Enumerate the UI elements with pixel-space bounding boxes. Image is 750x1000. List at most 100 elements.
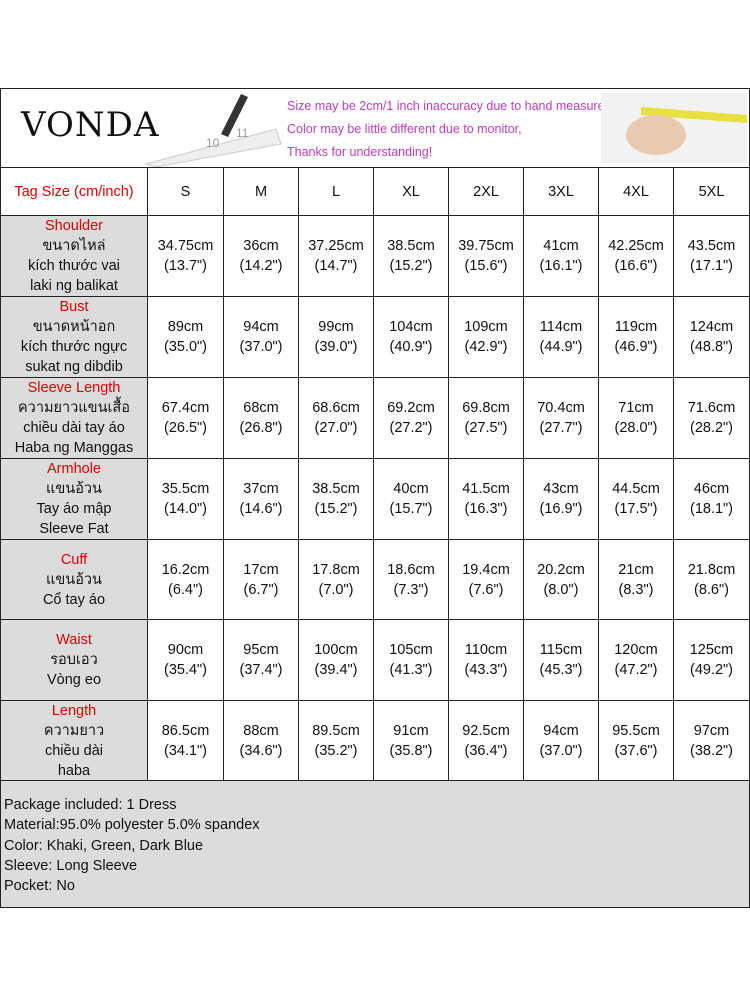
- cm-value: 37.25cm: [308, 238, 364, 254]
- size-cell: 43cm (16.9"): [524, 459, 599, 540]
- inch-value: (16.3"): [464, 501, 508, 517]
- cm-value: 18.6cm: [387, 561, 435, 578]
- size-cell: 71cm (28.0"): [599, 378, 674, 459]
- logo: VONDA: [21, 105, 160, 145]
- inch-value: (15.2"): [389, 258, 433, 274]
- size-cell: 94cm (37.0"): [524, 701, 599, 781]
- footer-line: Material:95.0% polyester 5.0% spandex: [4, 817, 260, 834]
- size-cell: 119cm (46.9"): [599, 297, 674, 378]
- cm-value: 38.5cm: [387, 238, 435, 254]
- translation: Vòng eo: [46, 672, 102, 688]
- inch-value: (27.2"): [389, 420, 433, 436]
- size-cell: 38.5cm (15.2"): [374, 216, 449, 297]
- inch-value: (7.6"): [468, 581, 504, 598]
- inch-value: (16.6"): [614, 258, 658, 274]
- row-label: Length ความยาว chiều dài haba: [1, 701, 148, 781]
- size-header: L: [299, 168, 374, 216]
- cm-value: 67.4cm: [161, 400, 210, 416]
- translation: kích thước vai: [28, 258, 120, 274]
- size-header: 2XL: [449, 168, 524, 216]
- cm-value: 20.2cm: [537, 561, 585, 578]
- size-cell: 95cm (37.4"): [224, 620, 299, 701]
- size-cell: 125cm (49.2"): [674, 620, 749, 701]
- cm-value: 88cm: [243, 722, 279, 739]
- inch-value: (35.8"): [389, 742, 433, 759]
- translation: haba: [57, 762, 91, 779]
- inch-value: (37.6"): [614, 742, 658, 759]
- size-cell: 70.4cm (27.7"): [524, 378, 599, 459]
- translation: Sleeve Fat: [39, 521, 109, 537]
- inch-value: (44.9"): [539, 339, 583, 355]
- cm-value: 97cm: [693, 722, 730, 739]
- size-cell: 94cm (37.0"): [224, 297, 299, 378]
- size-cell: 43.5cm (17.1"): [674, 216, 749, 297]
- size-header: M: [224, 168, 299, 216]
- inch-value: (47.2"): [614, 662, 658, 678]
- cm-value: 37cm: [243, 481, 279, 497]
- size-cell: 69.8cm (27.5"): [449, 378, 524, 459]
- size-cell: 69.2cm (27.2"): [374, 378, 449, 459]
- cm-value: 71cm: [618, 400, 654, 416]
- cm-value: 41.5cm: [462, 481, 510, 497]
- cm-value: 68cm: [243, 400, 279, 416]
- inch-value: (35.4"): [163, 662, 208, 678]
- cm-value: 21cm: [618, 561, 654, 578]
- inch-value: (35.0"): [163, 339, 208, 355]
- footer-line: Sleeve: Long Sleeve: [4, 857, 138, 874]
- cm-value: 71.6cm: [687, 400, 736, 416]
- cm-value: 40cm: [393, 481, 429, 497]
- inch-value: (41.3"): [389, 662, 433, 678]
- row-label: Sleeve Length ความยาวแขนเสื้อ chiều dài ta…: [1, 378, 148, 459]
- cm-value: 86.5cm: [161, 722, 210, 739]
- cm-value: 38.5cm: [312, 481, 360, 497]
- size-cell: 100cm (39.4"): [299, 620, 374, 701]
- size-header: 5XL: [674, 168, 749, 216]
- inch-value: (39.0"): [314, 339, 358, 355]
- cm-value: 21.8cm: [687, 561, 736, 578]
- cm-value: 109cm: [464, 319, 508, 335]
- size-cell: 17.8cm (7.0"): [299, 540, 374, 620]
- translation: รอบเอว: [50, 652, 98, 668]
- header: VONDA 10 11 Size may be 2cm/1 inch inaccu…: [1, 89, 749, 168]
- cm-value: 68.6cm: [312, 400, 360, 416]
- size-cell: 95.5cm (37.6"): [599, 701, 674, 781]
- size-cell: 37cm (14.6"): [224, 459, 299, 540]
- size-cell: 21.8cm (8.6"): [674, 540, 749, 620]
- size-cell: 97cm (38.2"): [674, 701, 749, 781]
- size-cell: 105cm (41.3"): [374, 620, 449, 701]
- inch-value: (8.6"): [694, 581, 729, 598]
- size-cell: 34.75cm (13.7"): [148, 216, 224, 297]
- translation: ขนาดไหล่: [42, 238, 106, 254]
- cm-value: 89cm: [167, 319, 204, 335]
- size-cell: 35.5cm (14.0"): [148, 459, 224, 540]
- cm-value: 89.5cm: [312, 722, 360, 739]
- translation: Haba ng Manggas: [14, 440, 134, 456]
- size-cell: 21cm (8.3"): [599, 540, 674, 620]
- size-cell: 110cm (43.3"): [449, 620, 524, 701]
- measure-name: Waist: [56, 632, 92, 648]
- size-cell: 92.5cm (36.4"): [449, 701, 524, 781]
- cm-value: 115cm: [539, 642, 583, 658]
- inch-value: (49.2"): [689, 662, 734, 678]
- inch-value: (27.5"): [464, 420, 508, 436]
- size-cell: 99cm (39.0"): [299, 297, 374, 378]
- size-cell: 44.5cm (17.5"): [599, 459, 674, 540]
- cm-value: 42.25cm: [608, 238, 664, 254]
- inch-value: (8.3"): [618, 581, 654, 598]
- inch-value: (15.6"): [464, 258, 508, 274]
- size-cell: 40cm (15.7"): [374, 459, 449, 540]
- size-cell: 90cm (35.4"): [148, 620, 224, 701]
- inch-value: (34.1"): [163, 742, 208, 759]
- measure-name: Shoulder: [44, 218, 104, 234]
- size-cell: 37.25cm (14.7"): [299, 216, 374, 297]
- cm-value: 43.5cm: [687, 238, 736, 254]
- cm-value: 69.8cm: [462, 400, 510, 416]
- size-cell: 19.4cm (7.6"): [449, 540, 524, 620]
- row-label: Waist รอบเอว Vòng eo: [1, 620, 148, 701]
- inch-value: (14.6"): [239, 501, 283, 517]
- inch-value: (6.4"): [168, 581, 203, 598]
- translation: sukat ng dibdib: [25, 359, 123, 375]
- size-cell: 115cm (45.3"): [524, 620, 599, 701]
- cm-value: 90cm: [167, 642, 204, 658]
- inch-value: (14.7"): [314, 258, 358, 274]
